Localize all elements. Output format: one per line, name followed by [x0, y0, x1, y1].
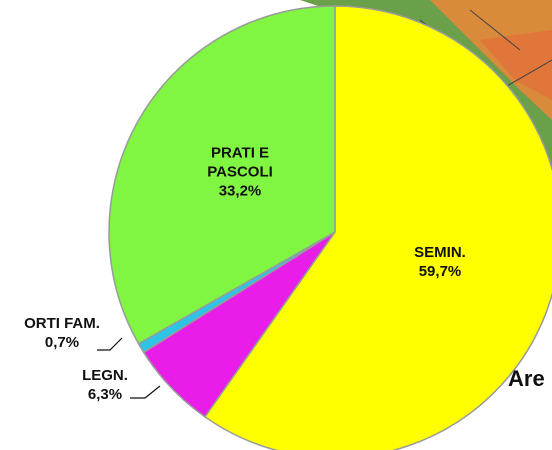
pie-slice — [203, 5, 552, 450]
category-label: PRATI E PASCOLI — [207, 144, 273, 181]
value-label: 0,7% — [44, 334, 80, 351]
category-label: ORTI FAM. — [24, 315, 100, 332]
pie — [108, 5, 552, 450]
category-label: SEMIN. — [414, 244, 466, 261]
leaders — [97, 337, 161, 399]
leader-line — [130, 385, 161, 399]
pie-slice — [108, 5, 336, 345]
slice-label: SEMIN. 59,7% — [390, 243, 490, 281]
value-label: 59,7% — [418, 263, 462, 280]
value-label: 6,3% — [87, 386, 123, 403]
slice-label: LEGN. 6,3% — [55, 366, 155, 404]
slice-label: ORTI FAM. 0,7% — [12, 314, 112, 352]
leader-line — [97, 337, 123, 351]
slice-label: PRATI E PASCOLI 33,2% — [200, 144, 280, 201]
annotation: Are — [508, 366, 545, 391]
value-label: 33,2% — [218, 182, 262, 200]
category-label: LEGN. — [82, 367, 128, 384]
